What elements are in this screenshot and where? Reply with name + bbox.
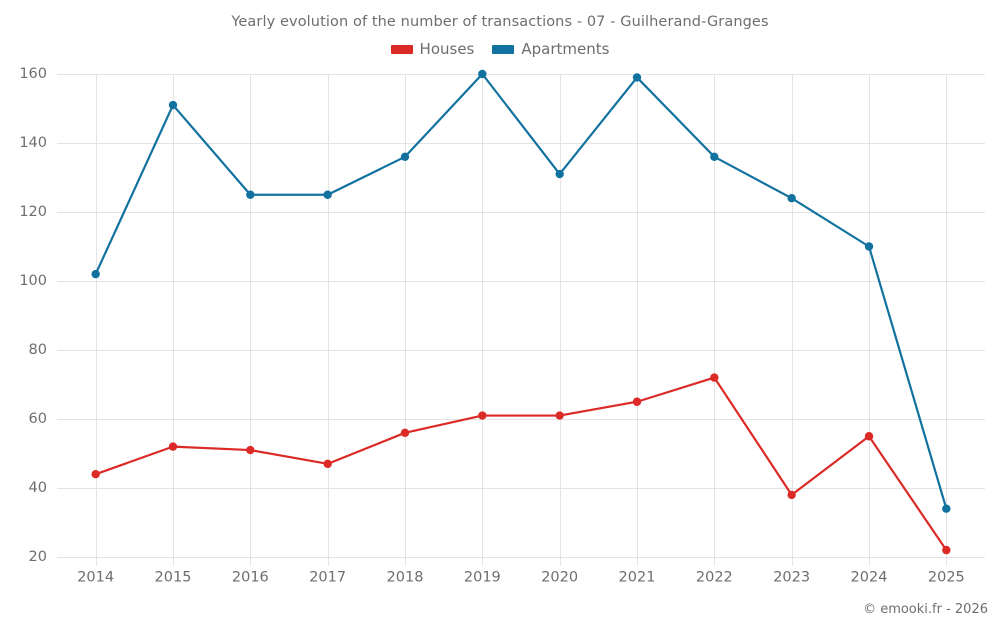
y-axis-tick-label: 80 bbox=[29, 342, 47, 358]
x-axis-tick-label: 2016 bbox=[232, 570, 269, 586]
data-point-apartments-2019[interactable] bbox=[478, 69, 487, 79]
data-point-houses-2015[interactable] bbox=[168, 442, 178, 451]
data-point-houses-2022[interactable] bbox=[710, 373, 719, 382]
data-point-apartments-2022[interactable] bbox=[710, 152, 719, 161]
data-point-houses-2021[interactable] bbox=[632, 397, 642, 406]
y-axis-tick-label: 140 bbox=[19, 135, 47, 151]
data-point-apartments-2014[interactable] bbox=[91, 269, 100, 279]
data-point-houses-2014[interactable] bbox=[91, 470, 100, 479]
data-point-apartments-2017[interactable] bbox=[323, 190, 332, 199]
data-point-apartments-2018[interactable] bbox=[400, 152, 410, 161]
chart-legend: Houses Apartments bbox=[0, 42, 1000, 57]
legend-swatch-apartments-icon bbox=[492, 45, 515, 54]
y-axis-tick-label: 120 bbox=[19, 204, 47, 220]
y-axis-tick-label: 100 bbox=[19, 273, 47, 289]
x-axis-tick-label: 2021 bbox=[619, 570, 656, 586]
x-axis-tick-label: 2015 bbox=[155, 570, 192, 586]
y-axis-tick-label: 60 bbox=[29, 411, 47, 427]
series-line-apartments bbox=[94, 72, 948, 510]
data-point-houses-2016[interactable] bbox=[246, 445, 255, 455]
y-axis-tick-label: 20 bbox=[29, 549, 47, 565]
data-point-houses-2024[interactable] bbox=[864, 432, 874, 441]
chart-title: Yearly evolution of the number of transa… bbox=[231, 14, 769, 30]
legend-item-apartments[interactable]: Apartments bbox=[492, 42, 609, 57]
legend-item-houses[interactable]: Houses bbox=[390, 40, 475, 58]
data-point-apartments-2024[interactable] bbox=[864, 242, 874, 251]
x-axis-tick-label: 2017 bbox=[309, 570, 346, 586]
data-point-apartments-2015[interactable] bbox=[168, 100, 178, 110]
x-axis-tick-label: 2024 bbox=[851, 570, 888, 586]
data-point-houses-2023[interactable] bbox=[787, 490, 796, 500]
x-axis-tick-label: 2019 bbox=[464, 570, 501, 586]
data-point-apartments-2021[interactable] bbox=[632, 73, 642, 82]
data-point-houses-2025[interactable] bbox=[942, 545, 951, 555]
y-axis-tick-label: 160 bbox=[19, 66, 47, 82]
x-axis-tick-label: 2023 bbox=[773, 570, 810, 586]
data-point-houses-2020[interactable] bbox=[555, 411, 564, 420]
data-point-houses-2019[interactable] bbox=[478, 411, 487, 420]
data-point-houses-2018[interactable] bbox=[400, 428, 410, 437]
x-axis-tick-label: 2020 bbox=[541, 570, 578, 586]
credit-text: © emooki.fr - 2026 bbox=[863, 602, 988, 617]
data-point-apartments-2025[interactable] bbox=[942, 504, 951, 513]
data-point-apartments-2020[interactable] bbox=[555, 169, 564, 179]
x-axis-tick-label: 2014 bbox=[77, 570, 114, 586]
data-point-apartments-2023[interactable] bbox=[787, 194, 796, 203]
x-axis-tick-label: 2022 bbox=[696, 570, 733, 586]
data-point-houses-2017[interactable] bbox=[323, 459, 332, 469]
series-line-houses bbox=[94, 376, 948, 552]
y-axis-tick-label: 40 bbox=[29, 480, 47, 496]
x-axis-tick-label: 2018 bbox=[387, 570, 424, 586]
legend-label-houses: Houses bbox=[419, 40, 475, 58]
legend-label-apartments: Apartments bbox=[521, 40, 610, 58]
legend-swatch-houses-icon bbox=[390, 45, 413, 54]
x-axis-tick-label: 2025 bbox=[928, 570, 965, 586]
data-point-apartments-2016[interactable] bbox=[246, 190, 255, 199]
